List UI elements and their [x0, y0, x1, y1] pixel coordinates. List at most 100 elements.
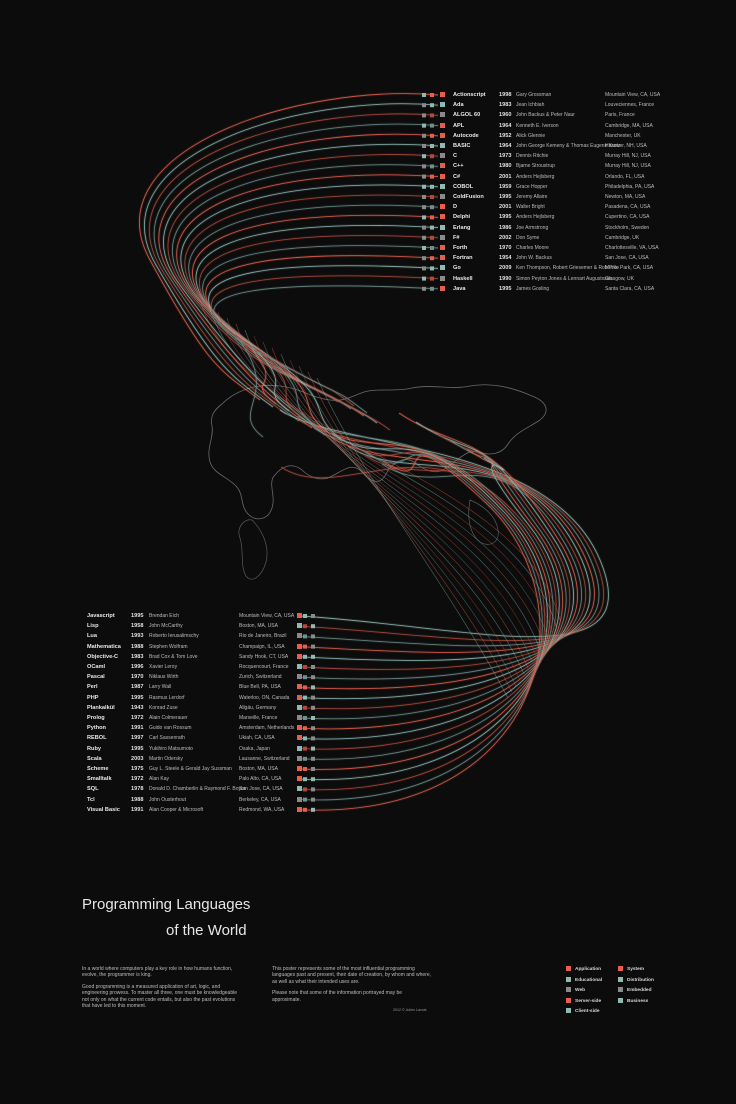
- curve-endpoint-marker: [303, 716, 307, 720]
- legend-item: Web: [566, 987, 585, 993]
- language-row: Fortran 1954 John W. Backus San Jose, CA, U…: [440, 253, 673, 263]
- language-year: 1988: [131, 643, 144, 650]
- curve-endpoint-marker: [303, 777, 307, 782]
- legend-label: Distribution: [627, 977, 654, 983]
- curve-endpoint-marker: [430, 195, 434, 199]
- language-curve-glow: [297, 414, 555, 761]
- background-strand: [244, 329, 541, 651]
- uses-legend: Application Educational Web Server-side Clie…: [562, 962, 658, 1022]
- language-row: APL 1964 Kenneth E. Iverson Cambridge, MA, …: [440, 121, 673, 131]
- language-creator: Kenneth E. Iverson: [516, 122, 559, 129]
- language-curve-glow: [299, 429, 572, 711]
- language-use-marker: [440, 143, 445, 148]
- language-place: Manchester, UK: [605, 132, 641, 139]
- curve-endpoint-marker: [311, 797, 315, 802]
- language-curve: [299, 448, 563, 730]
- language-place: Mountain View, CA, USA: [605, 92, 661, 98]
- poster-title-line-1: Programming Languages: [82, 896, 251, 913]
- language-year: 1964: [499, 143, 512, 149]
- language-name: PHP: [87, 694, 99, 701]
- language-row: Pascal 1970 Niklaus Wirth Zurich, Switzerla…: [87, 672, 307, 682]
- language-creator: John Ousterhout: [149, 796, 186, 803]
- language-row: Ada 1983 Jean Ichbiah Louveciennes, France: [440, 100, 673, 110]
- curve-endpoint-marker: [311, 614, 315, 618]
- legend-label: Client-side: [575, 1008, 600, 1014]
- curve-endpoint-marker: [303, 685, 307, 690]
- language-curve: [163, 143, 439, 436]
- language-name: Plankalkül: [87, 704, 115, 711]
- language-row: ColdFusion 1995 Jeremy Allaire Newton, MA, …: [440, 192, 673, 202]
- language-place: Hanover, NH, USA: [605, 143, 647, 149]
- language-creator: Joe Armstrong: [516, 224, 549, 231]
- curve-endpoint-marker: [311, 624, 315, 629]
- language-year: 1986: [499, 224, 512, 231]
- language-row: REBOL 1997 Carl Sassenrath Ukiah, CA, USA: [87, 733, 307, 743]
- language-year: 1970: [499, 245, 512, 251]
- language-creator: Guido van Rossum: [149, 725, 192, 732]
- language-place: Amsterdam, Netherlands: [239, 725, 295, 732]
- curve-endpoint-marker: [430, 215, 434, 220]
- legend-item: Embedded: [618, 987, 652, 993]
- language-place: Sandy Hook, CT, USA: [239, 653, 289, 660]
- language-row: PHP 1995 Rasmus Lerdorf Waterloo, ON, Canad…: [87, 693, 307, 703]
- language-use-marker: [440, 153, 445, 159]
- language-year: 1995: [131, 745, 144, 752]
- language-curve-glow: [183, 193, 439, 432]
- language-curve: [279, 409, 609, 638]
- language-name: OCaml: [87, 664, 106, 670]
- curve-group: [138, 92, 610, 812]
- language-curve: [202, 245, 439, 426]
- language-place: Philadelphia, PA, USA: [605, 183, 655, 190]
- language-year: 1988: [131, 796, 144, 803]
- curve-endpoint-marker: [430, 256, 434, 261]
- language-year: 2001: [499, 204, 512, 211]
- curve-endpoint-marker: [430, 205, 434, 210]
- about-text: This poster represents some of the most …: [272, 966, 432, 1003]
- language-curve: [299, 454, 587, 670]
- language-creator: Martin Odersky: [149, 755, 183, 762]
- curve-endpoint-marker: [422, 93, 426, 97]
- background-strand: [253, 335, 537, 657]
- language-place: Osaka, Japan: [239, 745, 270, 752]
- curve-endpoint-marker: [303, 695, 307, 700]
- language-place: Rio de Janeiro, Brazil: [239, 633, 287, 640]
- curve-endpoint-marker: [422, 215, 426, 220]
- language-year: 1980: [499, 163, 512, 170]
- curve-endpoint-marker: [311, 665, 315, 669]
- language-curve-glow: [157, 132, 439, 430]
- language-row: Plankalkül 1943 Konrad Zuse Allgäu, Germany: [87, 703, 307, 713]
- language-creator: Alan Kay: [149, 776, 170, 783]
- language-curve-glow: [280, 465, 558, 751]
- legend-swatch: [618, 987, 623, 992]
- language-year: 1983: [499, 102, 512, 109]
- language-year: 1952: [499, 132, 512, 139]
- language-name: Erlang: [453, 224, 471, 231]
- curve-endpoint-marker: [311, 716, 315, 720]
- language-place: Ukiah, CA, USA: [239, 735, 275, 742]
- language-row: Java 1995 James Gosling Santa Clara, CA, US…: [440, 284, 673, 294]
- language-row: C 1973 Dennis Ritchie Murray Hill, NJ, USA: [440, 151, 673, 161]
- language-use-marker: [440, 92, 445, 97]
- curve-endpoint-marker: [303, 726, 307, 731]
- legend-label: Web: [575, 987, 586, 993]
- language-creator: Konrad Zuse: [149, 704, 178, 711]
- curve-endpoint-marker: [303, 624, 307, 629]
- language-use-marker: [440, 163, 445, 169]
- language-creator: Roberto Ierusalimschy: [149, 633, 199, 640]
- language-use-marker: [440, 255, 445, 261]
- curve-endpoint-marker: [311, 726, 315, 731]
- language-year: 2003: [131, 755, 144, 762]
- language-use-marker: [440, 275, 445, 281]
- language-creator: Walter Bright: [516, 204, 545, 211]
- language-place: Murray Hill, NJ, USA: [605, 163, 651, 170]
- poster-title-line-2: of the World: [166, 922, 247, 939]
- language-use-marker: [440, 245, 445, 250]
- language-row: Smalltalk 1972 Alan Kay Palo Alto, CA, USA: [87, 774, 307, 784]
- language-place: Champaign, IL, USA: [239, 643, 285, 650]
- language-place: Palo Alto, CA, USA: [239, 776, 282, 783]
- language-year: 1987: [131, 684, 144, 691]
- language-use-marker: [297, 643, 302, 649]
- curve-endpoint-marker: [311, 695, 315, 700]
- language-place: Cambridge, UK: [605, 234, 640, 241]
- curve-endpoint-marker: [303, 767, 307, 771]
